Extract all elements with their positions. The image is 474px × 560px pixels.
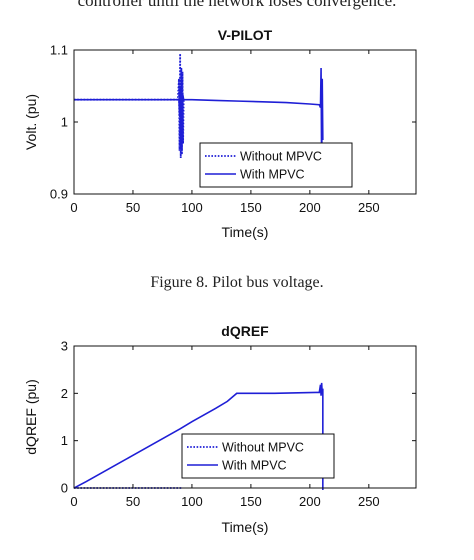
legend-entry: With MPVC <box>222 459 287 473</box>
y-tick-label: 1.1 <box>50 43 68 58</box>
y-tick-label: 0.9 <box>50 187 68 202</box>
v-pilot-chart: V-PILOT 0 50 100 150 200 250 0.9 1 1.1 Time(s) Volt… <box>23 27 417 240</box>
series-line-with-mpvc <box>74 67 324 173</box>
y-tick-label: 2 <box>61 386 68 401</box>
y-tick-label: 1 <box>61 433 68 448</box>
y-axis-label: dQREF (pu) <box>23 379 39 454</box>
y-tick-label: 0 <box>61 481 68 496</box>
x-tick-label: 100 <box>181 200 203 215</box>
legend-box <box>181 433 335 479</box>
figure-8-caption: Figure 8. Pilot bus voltage. <box>150 274 324 291</box>
series-line-with-mpvc <box>74 382 324 490</box>
x-tick-label: 50 <box>126 200 140 215</box>
x-tick-label: 100 <box>181 494 203 509</box>
x-tick-label: 150 <box>240 494 262 509</box>
y-tick-label: 1 <box>61 115 68 130</box>
legend: Without MPVC With MPVC <box>181 433 335 479</box>
chart-title: V-PILOT <box>218 27 273 43</box>
x-tick-label: 0 <box>70 200 77 215</box>
x-tick-label: 50 <box>126 494 140 509</box>
x-axis-label: Time(s) <box>222 519 269 535</box>
x-tick-label: 200 <box>299 494 321 509</box>
y-tick-label: 3 <box>61 339 68 354</box>
x-tick-label: 250 <box>358 494 380 509</box>
x-tick-label: 250 <box>358 200 380 215</box>
y-axis-label: Volt. (pu) <box>23 94 39 150</box>
plot-frame <box>73 345 417 489</box>
preceding-text: controller until the network loses conve… <box>77 0 397 10</box>
legend-entry: With MPVC <box>240 168 305 182</box>
legend: Without MPVC With MPVC <box>199 142 353 188</box>
legend-entry: Without MPVC <box>222 441 304 455</box>
legend-entry: Without MPVC <box>240 150 322 164</box>
x-tick-label: 200 <box>299 200 321 215</box>
x-axis-label: Time(s) <box>222 224 269 240</box>
x-tick-label: 150 <box>240 200 262 215</box>
chart-title: dQREF <box>221 323 269 339</box>
x-tick-label: 0 <box>70 494 77 509</box>
dqref-chart: dQREF 0 50 100 150 200 250 0 1 2 3 Time(s) dQREF (pu… <box>23 323 417 535</box>
legend-box <box>199 142 353 188</box>
series-line-without-mpvc <box>74 53 185 159</box>
